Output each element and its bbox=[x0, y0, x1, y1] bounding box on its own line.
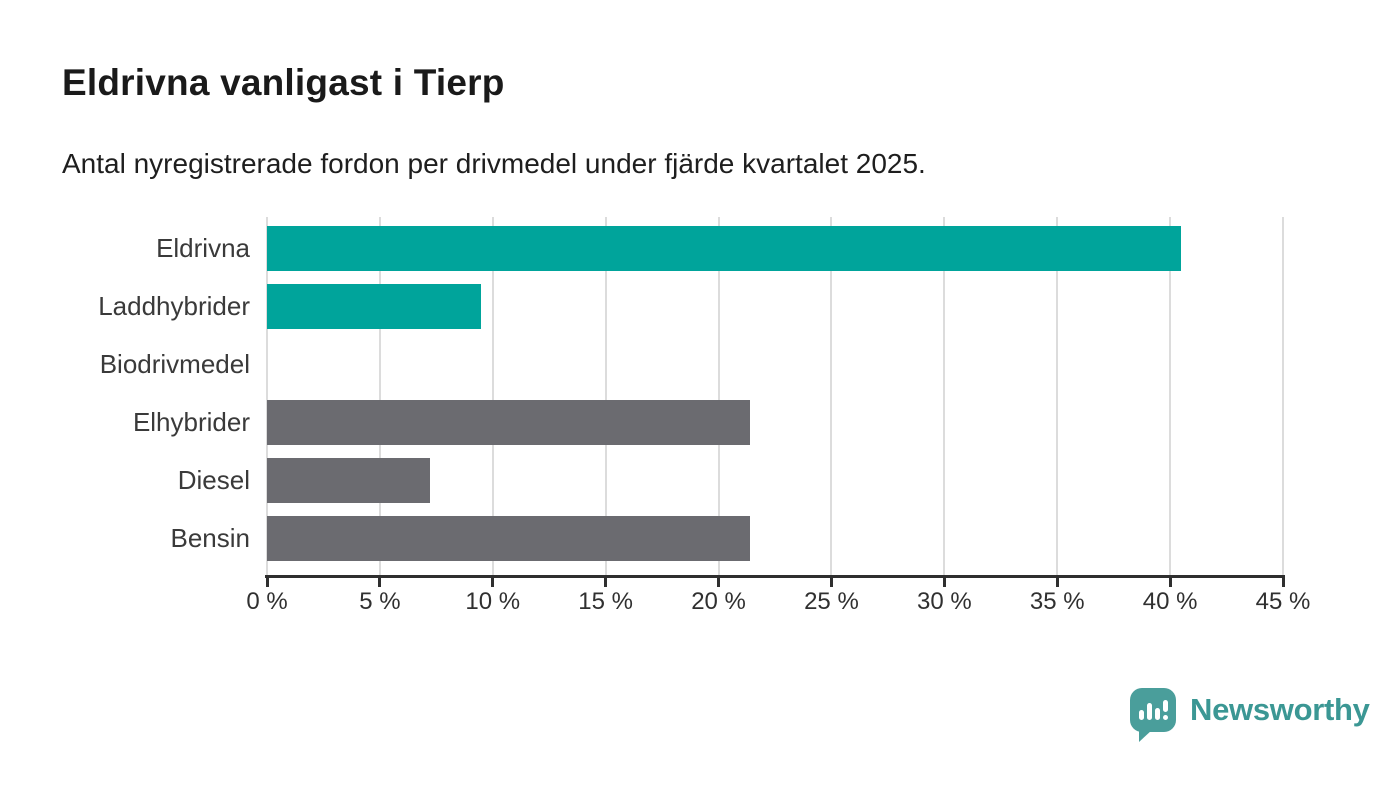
gridline bbox=[378, 217, 381, 575]
x-axis-tick bbox=[1055, 575, 1059, 587]
gridline bbox=[1056, 217, 1059, 575]
category-label-bensin: Bensin bbox=[170, 523, 251, 553]
x-axis-tick-label: 15 % bbox=[578, 588, 633, 615]
bar-diesel bbox=[267, 458, 430, 503]
chart-title: Eldrivna vanligast i Tierp bbox=[62, 62, 505, 103]
x-axis-tick bbox=[265, 575, 269, 587]
logo-bar-icon bbox=[1146, 703, 1152, 720]
x-axis-tick bbox=[717, 575, 721, 587]
chart-subtitle: Antal nyregistrerade fordon per drivmede… bbox=[62, 148, 926, 179]
gridline bbox=[943, 217, 946, 575]
bar-elhybrider bbox=[267, 400, 751, 445]
x-axis-tick bbox=[604, 575, 608, 587]
logo-exclamation-icon bbox=[1162, 700, 1168, 720]
x-axis-tick-label: 35 % bbox=[1029, 588, 1085, 615]
gridline bbox=[1169, 217, 1172, 575]
x-axis-tick-label: 10 % bbox=[465, 588, 521, 615]
x-axis-tick-label: 5 % bbox=[359, 588, 401, 615]
logo-bar-icon bbox=[1138, 710, 1144, 720]
x-axis-tick bbox=[829, 575, 833, 587]
brand-name: Newsworthy bbox=[1190, 692, 1370, 727]
newsworthy-badge-icon bbox=[1130, 688, 1176, 742]
newsworthy-logo: Newsworthy bbox=[1130, 688, 1370, 742]
gridline bbox=[266, 217, 268, 575]
category-label-biodrivmedel: Biodrivmedel bbox=[99, 349, 250, 379]
gridline bbox=[491, 217, 494, 575]
badge-tail bbox=[1139, 730, 1152, 742]
gridline bbox=[717, 217, 720, 575]
x-axis-tick bbox=[1168, 575, 1172, 587]
plot-area bbox=[266, 217, 1284, 575]
gridline bbox=[830, 217, 833, 575]
x-axis-tick-label: 40 % bbox=[1142, 588, 1198, 615]
x-axis-tick bbox=[1281, 575, 1285, 587]
category-label-diesel: Diesel bbox=[177, 465, 250, 495]
x-axis-tick-label: 25 % bbox=[804, 588, 859, 615]
x-axis-line bbox=[265, 575, 1285, 578]
category-label-elhybrider: Elhybrider bbox=[132, 407, 250, 437]
category-label-eldrivna: Eldrivna bbox=[156, 233, 250, 263]
gridline bbox=[604, 217, 607, 575]
x-axis-tick-label: 0 % bbox=[246, 588, 288, 615]
x-axis-tick bbox=[491, 575, 495, 587]
x-axis-tick bbox=[942, 575, 946, 587]
x-axis-tick bbox=[378, 575, 382, 587]
gridline bbox=[1282, 217, 1284, 575]
logo-bar-icon bbox=[1154, 708, 1160, 720]
x-axis-tick-label: 45 % bbox=[1255, 588, 1311, 615]
x-axis-tick-label: 30 % bbox=[916, 588, 972, 615]
x-axis-tick-label: 20 % bbox=[691, 588, 746, 615]
category-label-laddhybrider: Laddhybrider bbox=[98, 291, 250, 321]
bar-eldrivna bbox=[267, 226, 1182, 271]
bar-bensin bbox=[267, 516, 751, 561]
bar-laddhybrider bbox=[267, 284, 482, 329]
